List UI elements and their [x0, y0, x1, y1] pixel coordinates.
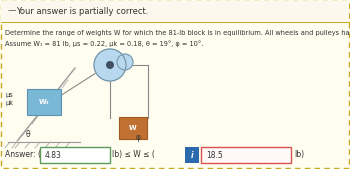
Text: μk: μk: [6, 100, 14, 106]
Text: θ: θ: [26, 130, 31, 139]
FancyBboxPatch shape: [40, 147, 110, 163]
FancyBboxPatch shape: [27, 89, 61, 115]
Circle shape: [94, 49, 126, 81]
FancyBboxPatch shape: [201, 147, 291, 163]
Text: Answer: (: Answer: (: [5, 151, 41, 160]
FancyBboxPatch shape: [1, 1, 349, 22]
FancyBboxPatch shape: [185, 147, 199, 163]
Text: 4.83: 4.83: [45, 151, 62, 160]
Circle shape: [106, 61, 114, 69]
Text: φ: φ: [136, 133, 141, 142]
Circle shape: [117, 54, 133, 70]
Text: 18.5: 18.5: [206, 151, 223, 160]
Text: W: W: [129, 125, 137, 131]
Text: i: i: [191, 151, 193, 160]
Text: —: —: [8, 6, 16, 16]
Text: μs: μs: [6, 92, 14, 98]
FancyBboxPatch shape: [119, 117, 147, 139]
Text: lb) ≤ W ≤ (: lb) ≤ W ≤ (: [112, 151, 155, 160]
Text: Determine the range of weights W for which the 81-lb block is in equilibrium. Al: Determine the range of weights W for whi…: [5, 30, 350, 36]
Text: Assume W₁ = 81 lb, μs = 0.22, μk = 0.18, θ = 19°, φ = 10°.: Assume W₁ = 81 lb, μs = 0.22, μk = 0.18,…: [5, 40, 203, 47]
Text: lb): lb): [294, 151, 304, 160]
Text: W₁: W₁: [38, 99, 49, 105]
Text: Your answer is partially correct.: Your answer is partially correct.: [16, 6, 148, 16]
